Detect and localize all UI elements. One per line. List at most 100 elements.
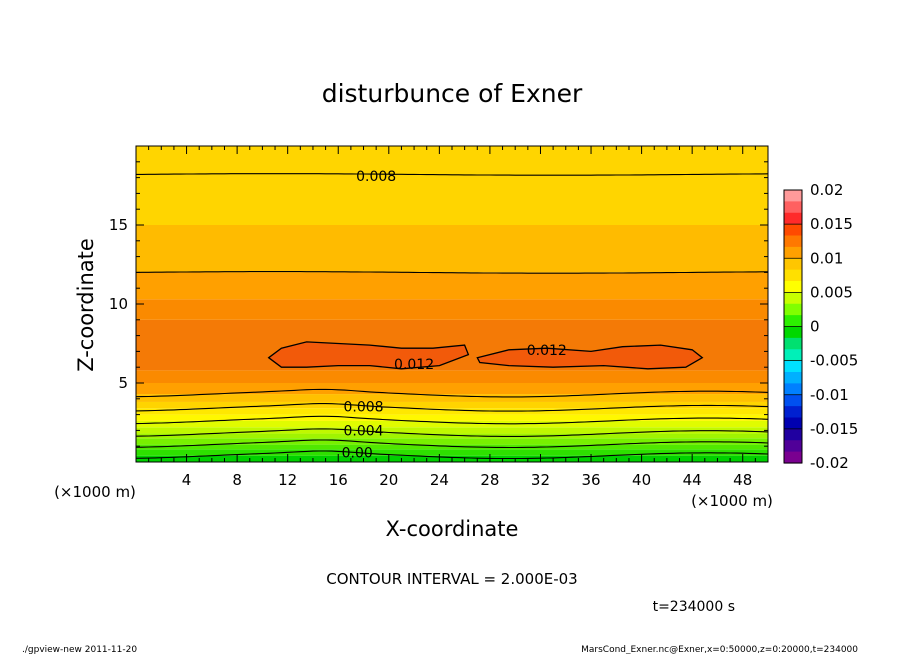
x-unit-right: (×1000 m): [691, 492, 773, 510]
band-17: [136, 146, 768, 225]
y-tick-label-1: 10: [109, 295, 128, 313]
x-tick-label-8: 36: [581, 471, 600, 489]
contour-label-3: 0.008: [343, 400, 383, 416]
colorbar-swatch-14: [784, 349, 802, 362]
colorbar-swatch-23: [784, 451, 802, 464]
band-2: [136, 444, 768, 450]
colorbar-swatch-2: [784, 212, 802, 225]
contour-label-4: 0.004: [343, 423, 383, 439]
time-label: t=234000 s: [653, 599, 735, 615]
band-3: [136, 438, 768, 445]
colorbar-swatch-10: [784, 303, 802, 316]
contour-label-5: 0.00: [342, 446, 373, 462]
colorbar-swatch-3: [784, 224, 802, 237]
band-9: [136, 401, 768, 409]
colorbar-label-5: -0.005: [810, 352, 858, 370]
band-12: [136, 370, 768, 383]
contour-label-group-0: 0.008: [356, 169, 396, 185]
x-tick-label-4: 20: [379, 471, 398, 489]
contour-line-2: [136, 428, 768, 437]
colorbar-swatch-22: [784, 440, 802, 453]
y-axis-label: Z-coordinate: [74, 238, 98, 372]
x-tick-label-6: 28: [480, 471, 499, 489]
colorbar-label-1: 0.015: [810, 215, 853, 233]
contour-line-4: [136, 403, 768, 412]
x-tick-label-10: 44: [683, 471, 702, 489]
colorbar-swatch-4: [784, 235, 802, 248]
x-tick-label-5: 24: [430, 471, 449, 489]
colorbar-swatch-15: [784, 360, 802, 373]
band-4: [136, 433, 768, 439]
y-tick-label-2: 15: [109, 216, 128, 234]
band-14: [136, 299, 768, 320]
colorbar-swatch-0: [784, 190, 802, 202]
colorbar-label-7: -0.015: [810, 420, 858, 438]
band-16: [136, 225, 768, 273]
band-1: [136, 449, 768, 456]
contour-line-7: [136, 173, 768, 176]
x-tick-label-7: 32: [531, 471, 550, 489]
colorbar-swatch-21: [784, 428, 802, 441]
x-tick-label-0: 4: [182, 471, 192, 489]
colorbar-swatch-19: [784, 406, 802, 419]
colorbar-swatch-8: [784, 281, 802, 293]
footer-right: MarsCond_Exner.nc@Exner,x=0:50000,z=0:20…: [581, 645, 858, 654]
colorbar-label-0: 0.02: [810, 181, 843, 199]
x-tick-label-3: 16: [329, 471, 348, 489]
colorbar-swatch-7: [784, 269, 802, 282]
contour-line-0: [136, 450, 768, 460]
contour-label-group-2: 0.012: [527, 343, 567, 359]
colorbar-swatch-11: [784, 315, 802, 328]
colorbar-label-2: 0.01: [810, 249, 843, 267]
contour-region-1: [476, 344, 704, 370]
footer-left: ./gpview-new 2011-11-20: [22, 645, 137, 654]
colorbar-swatch-6: [784, 258, 802, 271]
band-6: [136, 420, 768, 428]
colorbar-swatch-1: [784, 201, 802, 214]
contour-label-group-5: 0.00: [342, 446, 373, 462]
contour-label-2: 0.012: [527, 343, 567, 359]
colorbar: 0.02 0.015 0.01 0.005 0 -0.005 -0.01 -0.015 -0.0…: [783, 181, 858, 472]
x-axis: 4 8 12 16 20 24 28 32 36 40 44 48: [148, 146, 756, 489]
band-7: [136, 414, 768, 421]
band-5: [136, 427, 768, 434]
colorbar-label-4: 0: [810, 318, 820, 336]
x-tick-label-11: 48: [733, 471, 752, 489]
colorbar-swatch-20: [784, 417, 802, 430]
band-15: [136, 272, 768, 300]
colorbar-swatch-16: [784, 372, 802, 384]
colorbar-swatch-13: [784, 337, 802, 350]
x-axis-label: X-coordinate: [386, 517, 519, 541]
contour-line-1: [136, 439, 768, 449]
contour-label-1: 0.012: [394, 357, 434, 373]
contour-label-group-1: 0.012: [394, 357, 434, 373]
y-axis: 5 10 15: [109, 161, 768, 447]
x-tick-label-1: 8: [232, 471, 242, 489]
band-8: [136, 408, 768, 415]
colorbar-swatch-17: [784, 383, 802, 396]
contour-label-group-4: 0.004: [343, 423, 383, 439]
x-tick-label-2: 12: [278, 471, 297, 489]
contour-line-6: [136, 271, 768, 274]
x-unit-left: (×1000 m): [54, 483, 136, 501]
contour-label-group-3: 0.008: [343, 400, 383, 416]
plot-area: 0.008 0.012 0.012 0.008 0.004 0.00: [136, 146, 768, 462]
colorbar-swatch-12: [784, 326, 802, 339]
colorbar-label-8: -0.02: [810, 454, 849, 472]
colorbar-label-6: -0.01: [810, 386, 849, 404]
contour-line-3: [136, 415, 768, 425]
y-tick-label-0: 5: [118, 374, 128, 392]
contour-line-5: [136, 388, 768, 398]
colorbar-swatch-9: [784, 292, 802, 305]
contour-interval: CONTOUR INTERVAL = 2.000E-03: [326, 570, 577, 588]
x-tick-label-9: 40: [632, 471, 651, 489]
band-10: [136, 394, 768, 402]
contour-region-0: [267, 341, 470, 370]
band-11: [136, 383, 768, 395]
colorbar-swatch-5: [784, 246, 802, 259]
colorbar-swatch-18: [784, 394, 802, 407]
chart-title: disturbunce of Exner: [322, 79, 583, 108]
colorbar-label-3: 0.005: [810, 283, 853, 301]
contour-label-0: 0.008: [356, 169, 396, 185]
